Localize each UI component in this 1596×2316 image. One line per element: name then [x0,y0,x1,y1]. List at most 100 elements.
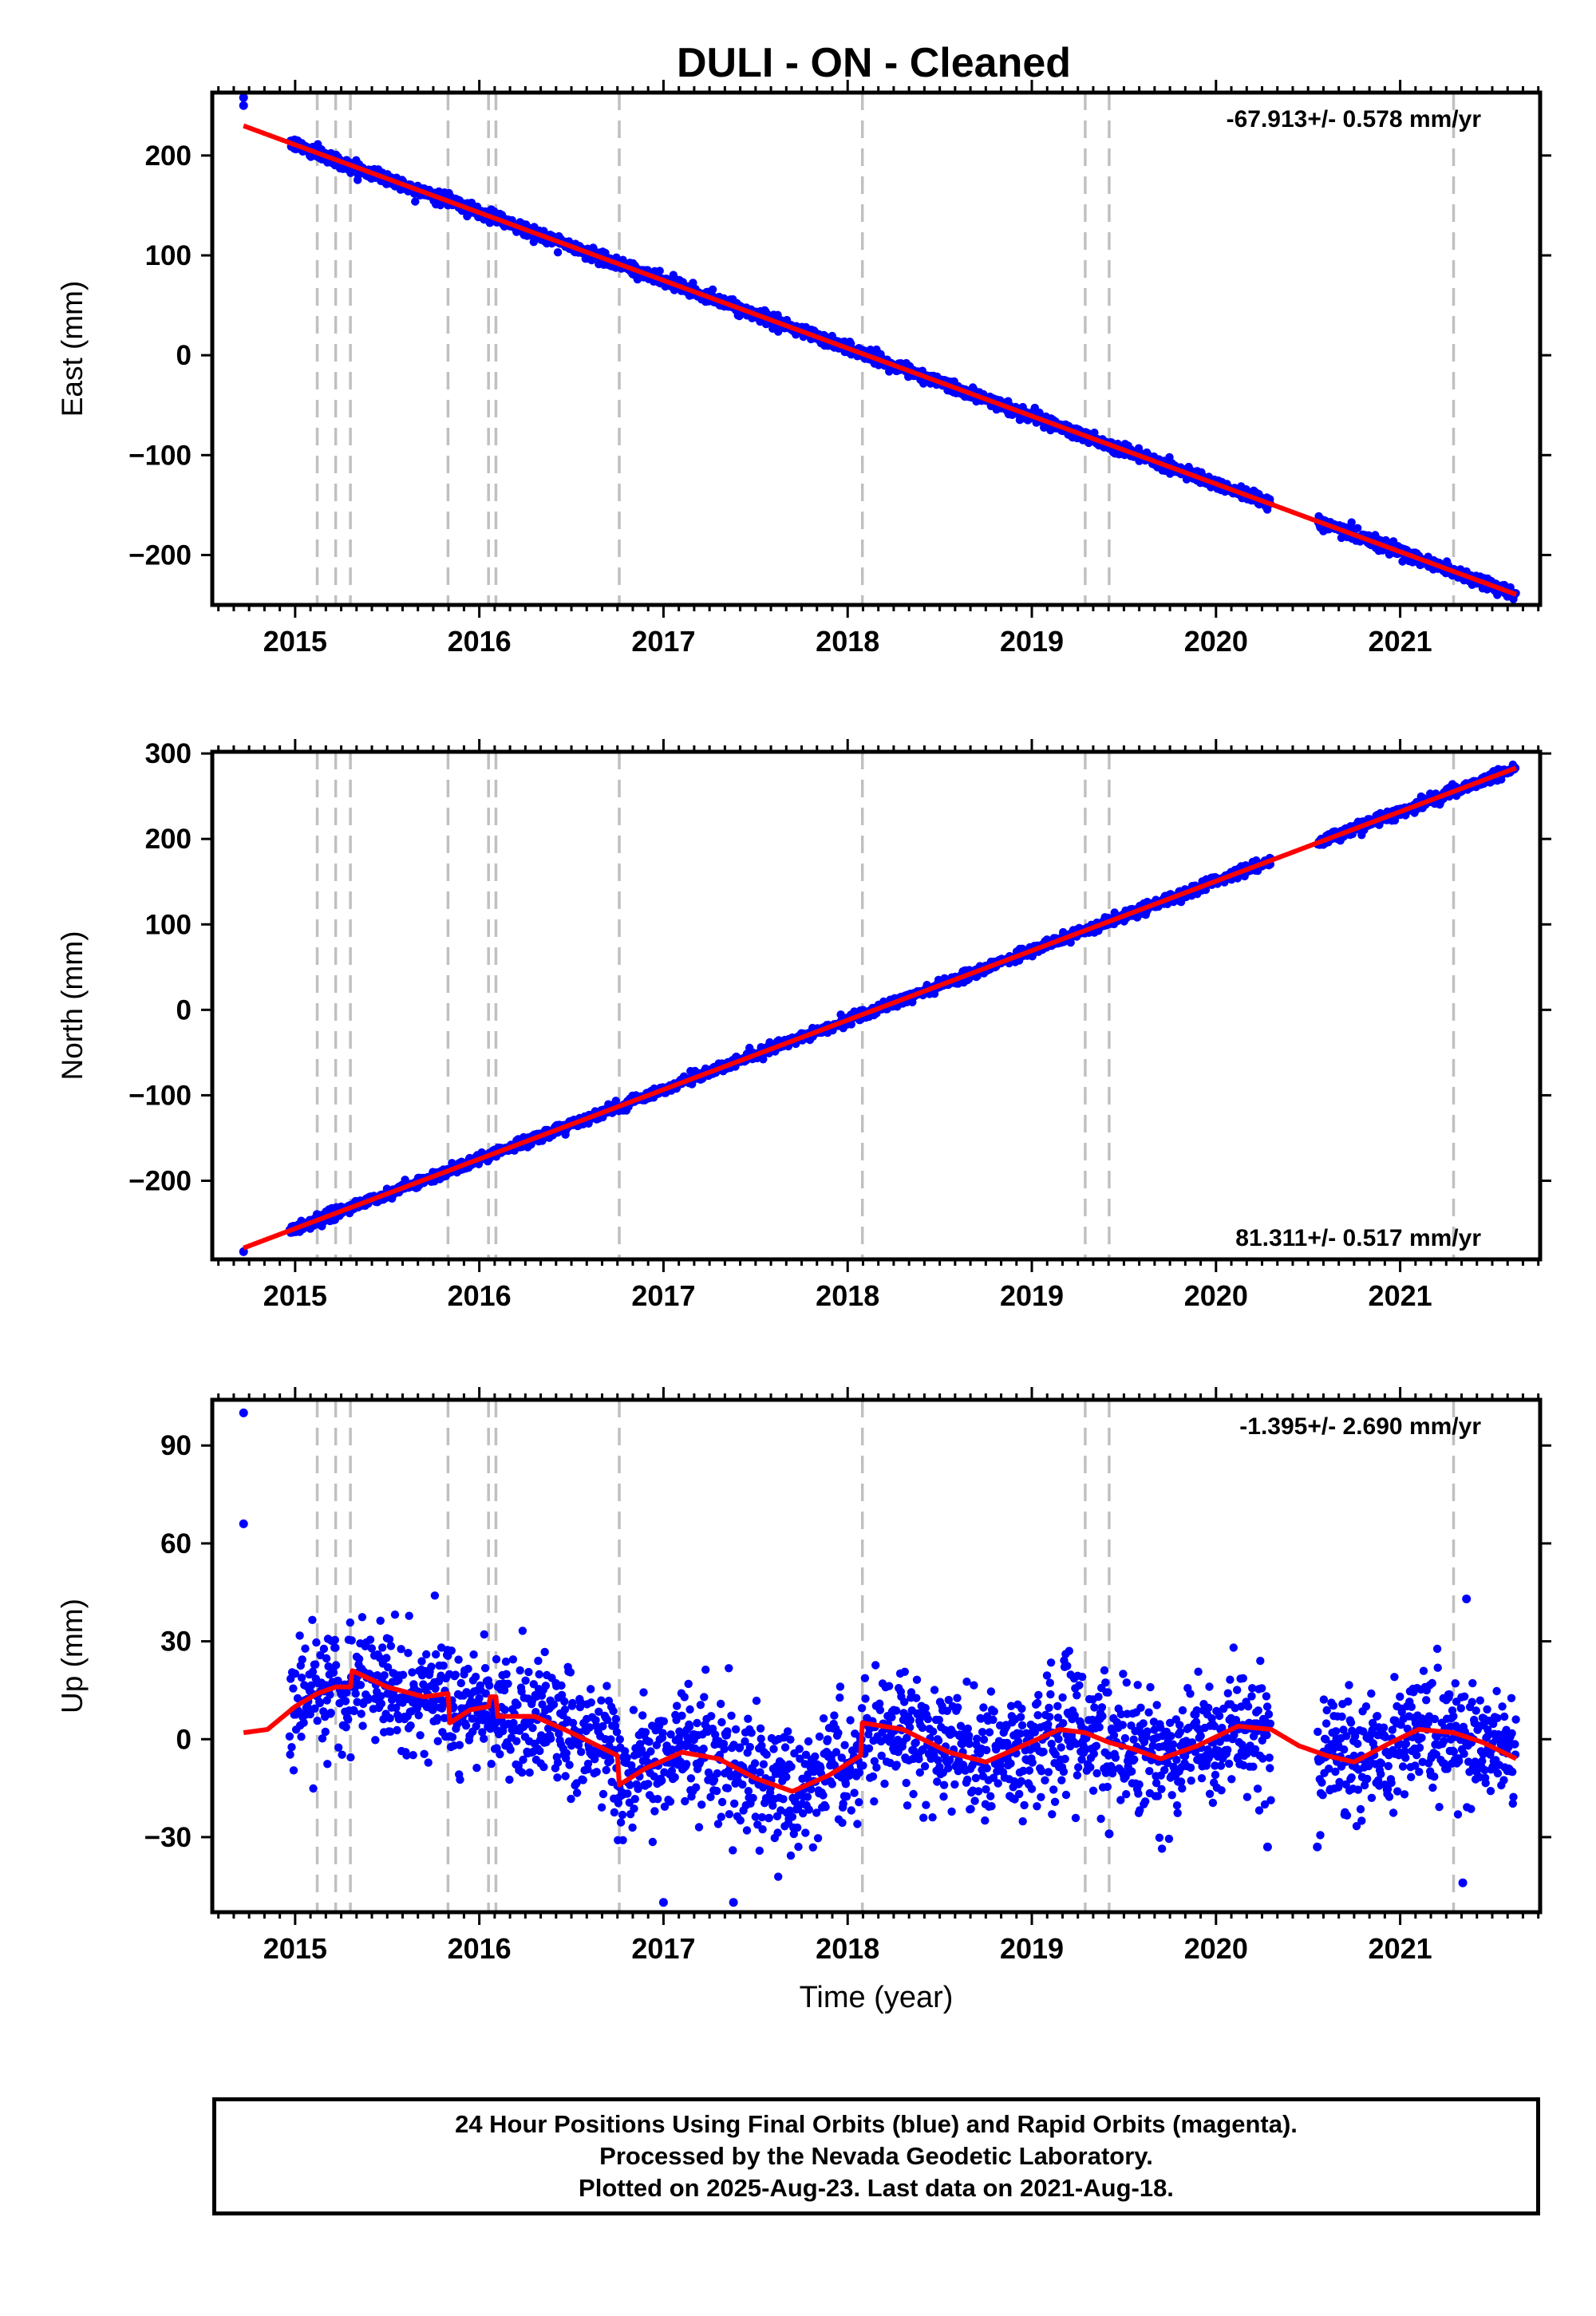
data-point [356,1681,365,1690]
y-tick-label: 100 [145,909,192,940]
data-point [378,1643,387,1652]
velocity-annotation: 81.311+/- 0.517 mm/yr [1235,1225,1481,1251]
x-tick-label: 2017 [631,1279,695,1312]
data-point [322,1654,331,1663]
y-tick-label: 0 [176,340,192,371]
data-point [299,1718,308,1727]
data-point [347,1636,356,1645]
data-point [689,279,697,287]
y-tick-label: 0 [176,994,192,1026]
data-point [297,1733,306,1741]
data-point [414,1711,423,1720]
y-tick-label: 300 [145,738,192,769]
y-tick-label: −100 [128,1080,192,1111]
data-point [344,1715,353,1724]
data-point [553,248,563,257]
y-tick-label: −200 [128,539,192,571]
data-point [382,1654,391,1662]
data-point [398,1670,408,1679]
chart-title: DULI - ON - Cleaned [677,40,1071,86]
data-point [342,1723,350,1732]
x-tick-label: 2021 [1369,625,1432,658]
data-point [334,1743,343,1752]
data-point [377,1699,386,1708]
data-point [315,1698,324,1708]
data-point [289,1684,298,1693]
data-point [286,1750,294,1759]
data-point [365,1635,375,1644]
data-point [313,1717,322,1725]
data-point [289,1766,298,1775]
data-point [405,1611,413,1620]
data-point [390,1611,400,1619]
data-point [367,1644,377,1653]
data-point [357,1709,365,1718]
velocity-annotation: -67.913+/- 0.578 mm/yr [1227,106,1482,132]
data-point [397,1645,405,1654]
data-point [298,1655,306,1664]
data-point [1347,518,1356,527]
panels-group: 200 100 0 −100 −200 2015 2016 2017 2018 2019 2020 2… [56,80,1551,1965]
data-point [385,1713,394,1723]
data-point [338,1750,346,1759]
data-point [285,1732,294,1741]
data-point [404,1649,413,1658]
x-tick-label: 2018 [816,625,879,658]
model-line [242,765,1518,1251]
data-point [411,197,420,206]
x-tick-label: 2017 [631,625,695,658]
x-tick-label: 2021 [1369,1279,1432,1312]
data-point [376,1616,385,1626]
data-point [297,1674,306,1682]
data-point [326,1709,335,1717]
data-point [312,1638,321,1647]
data-point [341,1697,350,1705]
data-point [321,1727,330,1737]
data-point [329,1668,338,1678]
data-point [301,1644,310,1653]
data-point [331,1661,341,1670]
data-point [358,1721,367,1730]
data-point [346,1753,355,1762]
x-tick-label: 2018 [816,1279,879,1312]
x-tick-label: 2015 [263,625,327,658]
data-point [1090,429,1099,437]
data-point [655,267,664,275]
data-point [393,1725,401,1735]
data-point [354,1654,364,1663]
data-point [386,1642,396,1650]
data-point [330,1635,339,1645]
data-point [309,1784,318,1793]
data-point [406,1721,415,1730]
y-tick-label: −100 [128,440,192,471]
y-tick-label: 100 [145,240,192,271]
x-tick-label: 2019 [1000,1279,1064,1312]
data-point [416,1731,425,1740]
outlier-point [239,101,248,110]
y-tick-label: 200 [145,140,192,172]
x-tick-label: 2015 [263,1279,327,1312]
data-point [351,1690,360,1698]
data-point [331,1643,340,1652]
x-tick-label: 2020 [1184,1279,1248,1312]
data-point [308,1615,317,1625]
x-tick-label: 2016 [448,625,512,658]
y-tick-label: 200 [145,824,192,855]
y-axis-label: North (mm) [56,931,89,1080]
data-point [350,1706,358,1716]
data-point [295,1631,304,1640]
model-line [242,123,1518,597]
x-tick-label: 2020 [1184,625,1248,658]
data-point [287,1743,296,1752]
data-point [708,285,717,294]
x-tick-label: 2016 [448,1279,512,1312]
data-point [358,1613,367,1622]
data-point [319,1644,329,1654]
data-point [311,1660,320,1669]
data-point [380,1671,389,1680]
data-points [239,1408,1520,1912]
